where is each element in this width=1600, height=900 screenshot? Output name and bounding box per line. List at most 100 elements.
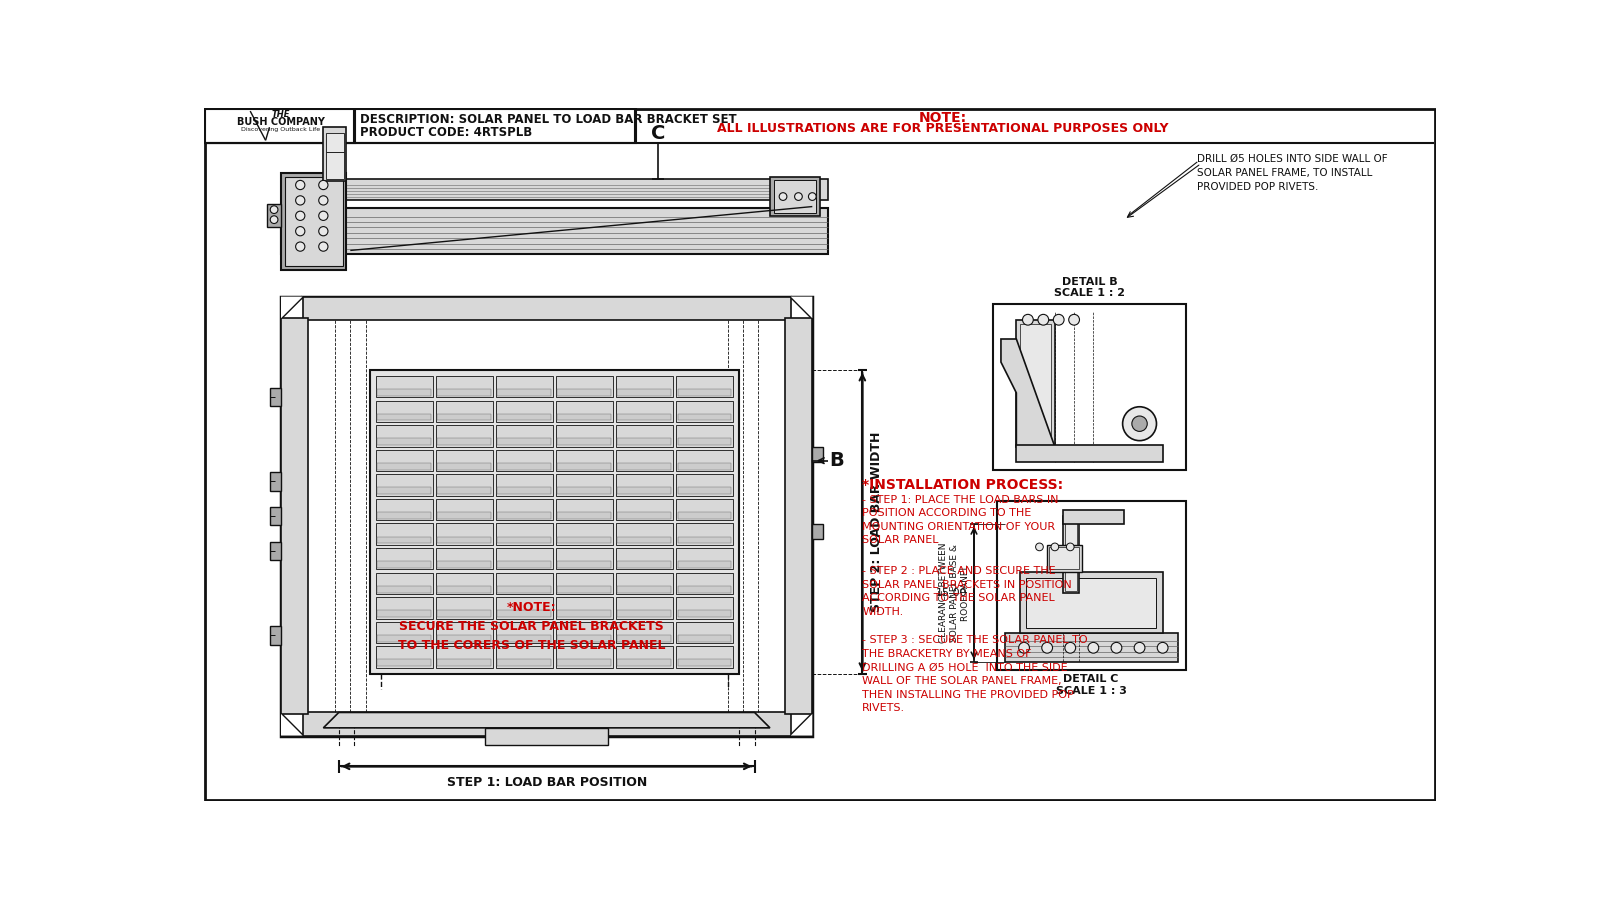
Bar: [270, 472, 282, 490]
Bar: [282, 208, 827, 255]
Bar: [378, 610, 430, 617]
Bar: [378, 438, 430, 446]
Bar: [437, 463, 491, 470]
Bar: [557, 610, 611, 617]
Bar: [285, 177, 342, 266]
Bar: [435, 400, 493, 422]
Bar: [437, 536, 491, 544]
Bar: [616, 425, 674, 446]
Bar: [378, 389, 430, 396]
Bar: [435, 376, 493, 398]
Circle shape: [1019, 643, 1029, 653]
Bar: [270, 388, 282, 406]
Bar: [378, 463, 430, 470]
Bar: [677, 536, 731, 544]
Bar: [496, 597, 554, 618]
Bar: [498, 660, 552, 666]
Text: DETAIL B
SCALE 1 : 2: DETAIL B SCALE 1 : 2: [1054, 276, 1125, 298]
Bar: [435, 597, 493, 618]
Bar: [435, 499, 493, 520]
Circle shape: [1110, 643, 1122, 653]
Bar: [496, 376, 554, 398]
Text: ALL ILLUSTRATIONS ARE FOR PRESENTATIONAL PURPOSES ONLY: ALL ILLUSTRATIONS ARE FOR PRESENTATIONAL…: [717, 122, 1170, 135]
Bar: [557, 438, 611, 446]
Bar: [677, 597, 733, 618]
Circle shape: [795, 193, 802, 201]
Text: *NOTE:
SECURE THE SOLAR PANEL BRACKETS
TO THE CORERS OF THE SOLAR PANEL: *NOTE: SECURE THE SOLAR PANEL BRACKETS T…: [397, 601, 666, 652]
Bar: [1021, 324, 1051, 443]
Bar: [555, 474, 613, 496]
Bar: [1062, 516, 1080, 593]
Bar: [376, 622, 432, 644]
Bar: [498, 634, 552, 642]
Bar: [376, 597, 432, 618]
Bar: [557, 488, 611, 494]
Bar: [378, 634, 430, 642]
Bar: [496, 622, 554, 644]
Circle shape: [1038, 314, 1048, 325]
Bar: [677, 376, 733, 398]
Bar: [555, 425, 613, 446]
Bar: [677, 499, 733, 520]
Bar: [282, 297, 813, 735]
Polygon shape: [1002, 339, 1054, 446]
Bar: [1062, 510, 1125, 524]
Circle shape: [1042, 643, 1053, 653]
Bar: [267, 204, 282, 228]
Bar: [677, 586, 731, 592]
Text: - STEP 1: PLACE THE LOAD BARS IN
POSITION ACCORDING TO THE
MOUNTING ORIENTATION : - STEP 1: PLACE THE LOAD BARS IN POSITIO…: [862, 494, 1059, 545]
Text: 15.00: 15.00: [936, 588, 968, 598]
Circle shape: [270, 206, 278, 213]
Text: *INSTALLATION PROCESS:: *INSTALLATION PROCESS:: [862, 478, 1064, 491]
Bar: [378, 488, 430, 494]
Bar: [677, 450, 733, 472]
Bar: [496, 425, 554, 446]
Bar: [677, 425, 733, 446]
Circle shape: [1157, 643, 1168, 653]
Bar: [326, 132, 344, 152]
Bar: [557, 586, 611, 592]
Text: - STEP 2 : PLACE AND SECURE THE
SOLAR PANEL BRACKETS IN POSITION
ACCORDING TO TH: - STEP 2 : PLACE AND SECURE THE SOLAR PA…: [862, 566, 1072, 617]
Text: STEP 2: LOAD BAR WIDTH: STEP 2: LOAD BAR WIDTH: [870, 432, 883, 612]
Bar: [378, 512, 430, 518]
Circle shape: [318, 242, 328, 251]
Bar: [376, 450, 432, 472]
Bar: [437, 512, 491, 518]
Circle shape: [1066, 643, 1075, 653]
Bar: [435, 548, 493, 570]
Bar: [378, 562, 430, 568]
Bar: [813, 524, 822, 539]
Circle shape: [1088, 643, 1099, 653]
Bar: [437, 438, 491, 446]
Bar: [496, 572, 554, 594]
Text: DESCRIPTION: SOLAR PANEL TO LOAD BAR BRACKET SET: DESCRIPTION: SOLAR PANEL TO LOAD BAR BRA…: [360, 113, 736, 126]
Bar: [555, 499, 613, 520]
Bar: [1066, 518, 1077, 590]
Polygon shape: [282, 714, 302, 735]
Bar: [498, 586, 552, 592]
Bar: [770, 177, 819, 216]
Circle shape: [1051, 543, 1059, 551]
Bar: [616, 450, 674, 472]
Bar: [677, 548, 733, 570]
Circle shape: [318, 180, 328, 190]
Bar: [557, 634, 611, 642]
Text: Discovering Outback Life: Discovering Outback Life: [242, 127, 320, 132]
Circle shape: [296, 196, 306, 205]
Circle shape: [1131, 416, 1147, 431]
Bar: [205, 109, 635, 142]
Bar: [618, 536, 672, 544]
Bar: [376, 400, 432, 422]
Bar: [437, 488, 491, 494]
Bar: [498, 512, 552, 518]
Bar: [1050, 547, 1080, 569]
Bar: [677, 400, 733, 422]
Text: C: C: [651, 123, 666, 142]
Circle shape: [318, 196, 328, 205]
Bar: [435, 425, 493, 446]
Bar: [677, 414, 731, 420]
Bar: [616, 597, 674, 618]
Bar: [435, 646, 493, 668]
Bar: [1005, 633, 1178, 662]
Bar: [677, 463, 731, 470]
